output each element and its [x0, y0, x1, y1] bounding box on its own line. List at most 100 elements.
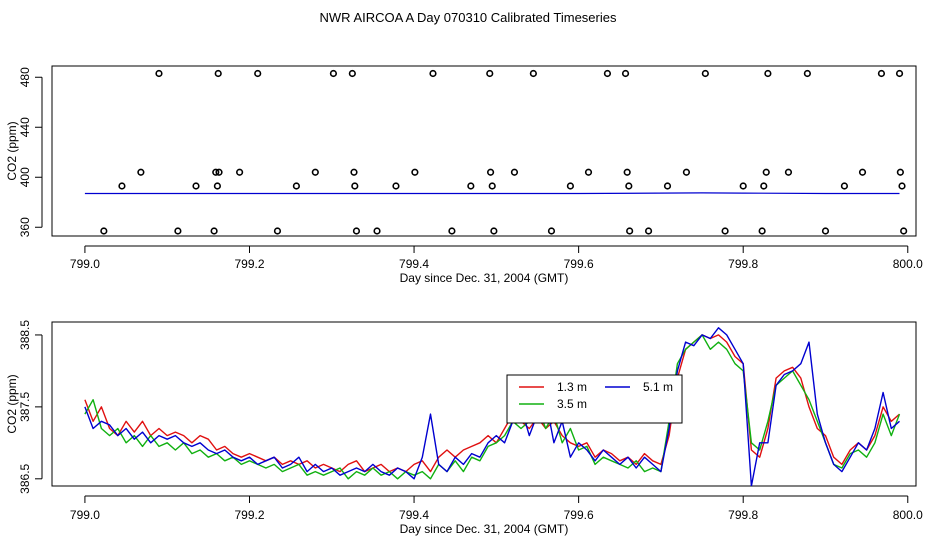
x-tick-label: 799.2	[234, 508, 264, 522]
series-line-1-3-m	[84, 334, 900, 473]
baseline-series-line	[84, 192, 900, 195]
data-point	[898, 182, 906, 190]
data-point	[236, 168, 244, 176]
data-point	[625, 182, 633, 190]
data-point	[566, 182, 575, 190]
x-axis-label: Day since Dec. 31, 2004 (GMT)	[400, 271, 569, 285]
data-point	[373, 227, 381, 235]
data-point	[174, 227, 182, 235]
legend-label: 1.3 m	[557, 380, 587, 394]
data-point	[254, 69, 262, 78]
y-tick-label: 386.5	[18, 463, 32, 493]
data-point	[210, 227, 218, 235]
x-tick-label: 799.6	[564, 508, 594, 522]
data-point	[603, 69, 612, 78]
y-tick-label: 400	[18, 167, 32, 187]
data-point	[411, 168, 419, 176]
data-point	[760, 182, 768, 190]
x-tick-label: 799.8	[728, 257, 758, 271]
data-point	[488, 182, 496, 190]
x-axis-label: Day since Dec. 31, 2004 (GMT)	[400, 522, 569, 536]
data-point	[486, 168, 495, 176]
series-line-3-5-m	[84, 334, 901, 480]
x-tick-label: 800.0	[893, 257, 923, 271]
legend-box	[506, 374, 683, 424]
data-point	[858, 168, 867, 176]
data-point	[896, 168, 904, 176]
x-tick-label: 799.4	[399, 257, 429, 271]
data-point	[350, 168, 358, 176]
data-point	[900, 227, 908, 235]
plot-frame	[51, 65, 917, 237]
y-axis-label: CO2 (ppm)	[5, 121, 19, 180]
data-layer	[84, 69, 908, 235]
data-layer	[84, 327, 901, 486]
data-point	[621, 69, 630, 78]
data-point	[467, 182, 475, 190]
data-point	[392, 182, 400, 190]
x-tick-label: 799.6	[564, 257, 594, 271]
legend-label: 5.1 m	[643, 380, 673, 394]
x-tick-label: 799.0	[70, 508, 100, 522]
y-tick-label: 360	[18, 217, 32, 237]
data-point	[448, 227, 456, 235]
data-point	[192, 182, 200, 190]
data-point	[486, 69, 494, 78]
series-line-5-1-m	[84, 327, 900, 486]
data-point	[758, 227, 766, 235]
data-point	[213, 182, 221, 190]
data-point	[273, 227, 282, 235]
data-point	[721, 227, 729, 235]
data-point	[764, 69, 772, 78]
data-point	[212, 168, 220, 176]
data-point	[348, 69, 356, 78]
plot-frame	[51, 321, 917, 487]
data-point	[510, 168, 519, 176]
x-tick-label: 799.0	[70, 257, 100, 271]
y-tick-label: 387.5	[18, 392, 32, 422]
data-point	[429, 69, 437, 78]
data-point	[215, 168, 223, 176]
data-point	[821, 227, 830, 235]
data-point	[762, 168, 770, 176]
data-point	[351, 182, 359, 190]
data-point	[529, 69, 537, 78]
x-tick-label: 800.0	[893, 508, 923, 522]
data-point	[214, 69, 222, 78]
data-point	[137, 168, 145, 176]
data-point	[784, 168, 793, 176]
data-point	[739, 182, 747, 190]
x-tick-label: 799.4	[399, 508, 429, 522]
data-point	[877, 69, 886, 78]
data-point	[623, 168, 631, 176]
data-point	[644, 227, 653, 235]
data-point	[100, 227, 108, 235]
y-axis-label: CO2 (ppm)	[5, 374, 19, 433]
bottom-panel: 799.0 799.2 799.4 799.6 799.8 800.0 Day since …	[5, 320, 923, 536]
data-point	[118, 182, 126, 190]
data-point	[803, 69, 811, 78]
data-point	[155, 69, 163, 78]
legend: 1.3 m 5.1 m 3.5 m	[506, 374, 683, 424]
data-point	[311, 168, 319, 176]
data-point	[701, 69, 709, 78]
x-tick-label: 799.8	[728, 508, 758, 522]
data-point	[547, 227, 556, 235]
data-point	[626, 227, 634, 235]
y-tick-label: 388.5	[18, 320, 32, 350]
y-tick-label: 480	[18, 67, 32, 87]
data-point	[584, 168, 593, 176]
data-point	[663, 182, 672, 190]
data-point	[682, 168, 691, 176]
legend-label: 3.5 m	[557, 397, 587, 411]
data-point	[490, 227, 498, 235]
y-tick-label: 440	[18, 117, 32, 137]
data-point	[352, 227, 361, 235]
top-panel: 799.0 799.2 799.4 799.6 799.8 800.0 Day since …	[5, 65, 923, 285]
x-tick-label: 799.2	[234, 257, 264, 271]
data-point	[329, 69, 338, 78]
data-point	[840, 182, 849, 190]
data-point	[292, 182, 300, 190]
